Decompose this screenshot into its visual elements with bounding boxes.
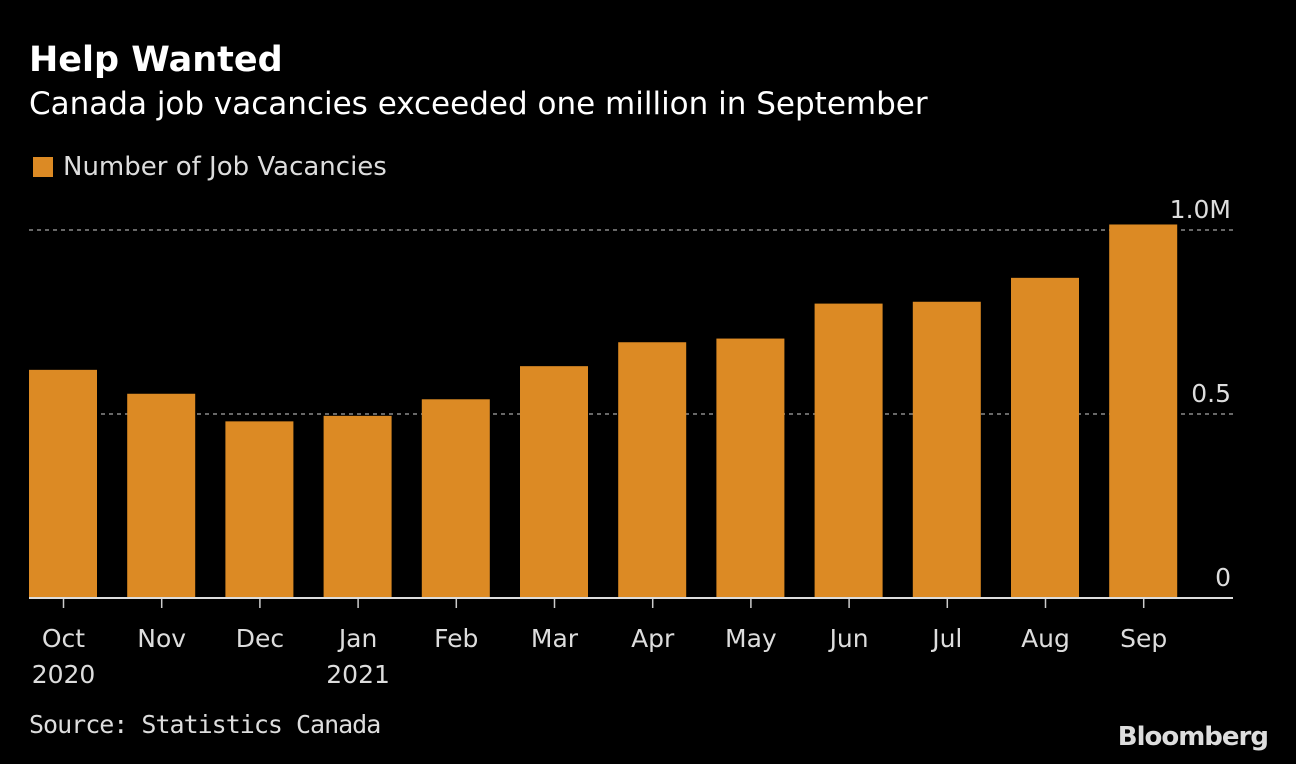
x-tick-label: Aug xyxy=(1021,624,1070,653)
x-tick-label: Jun xyxy=(828,624,869,653)
bar-oct xyxy=(29,369,97,598)
legend: Number of Job Vacancies xyxy=(33,152,387,182)
x-tick-label: Dec xyxy=(236,624,284,653)
x-tick-label: Sep xyxy=(1120,624,1167,653)
legend-swatch xyxy=(33,157,53,177)
x-tick-label: Mar xyxy=(531,624,579,653)
x-tick-year-label: 2021 xyxy=(326,660,390,689)
source-note: Source: Statistics Canada xyxy=(29,710,381,739)
x-tick-label: Apr xyxy=(631,624,675,653)
x-tick-year-label: 2020 xyxy=(32,660,96,689)
x-tick-label: Oct xyxy=(42,624,85,653)
x-tick-label: Nov xyxy=(137,624,186,653)
y-tick-label: 1.0M xyxy=(1170,195,1231,224)
bar-nov xyxy=(127,393,196,598)
x-tick-label: Feb xyxy=(434,624,478,653)
bar-jun xyxy=(814,303,883,598)
x-tick-label: Jan xyxy=(337,624,378,653)
bar-jul xyxy=(912,301,981,598)
chart-subtitle: Canada job vacancies exceeded one millio… xyxy=(29,86,928,122)
chart-title: Help Wanted xyxy=(29,40,283,80)
y-tick-label: 0.5 xyxy=(1191,379,1231,408)
bar-mar xyxy=(520,366,588,598)
bar-may xyxy=(716,338,785,598)
bar-dec xyxy=(225,421,294,598)
x-tick-label: May xyxy=(725,624,777,653)
bar-feb xyxy=(421,399,490,598)
bar-sep xyxy=(1109,224,1178,599)
y-tick-label: 0 xyxy=(1215,563,1231,592)
bar-jan xyxy=(323,415,392,598)
bloomberg-logo: Bloomberg xyxy=(1117,722,1269,752)
bar-apr xyxy=(618,342,687,598)
x-tick-label: Jul xyxy=(930,624,962,653)
bar-aug xyxy=(1011,277,1079,598)
legend-label: Number of Job Vacancies xyxy=(63,152,387,182)
